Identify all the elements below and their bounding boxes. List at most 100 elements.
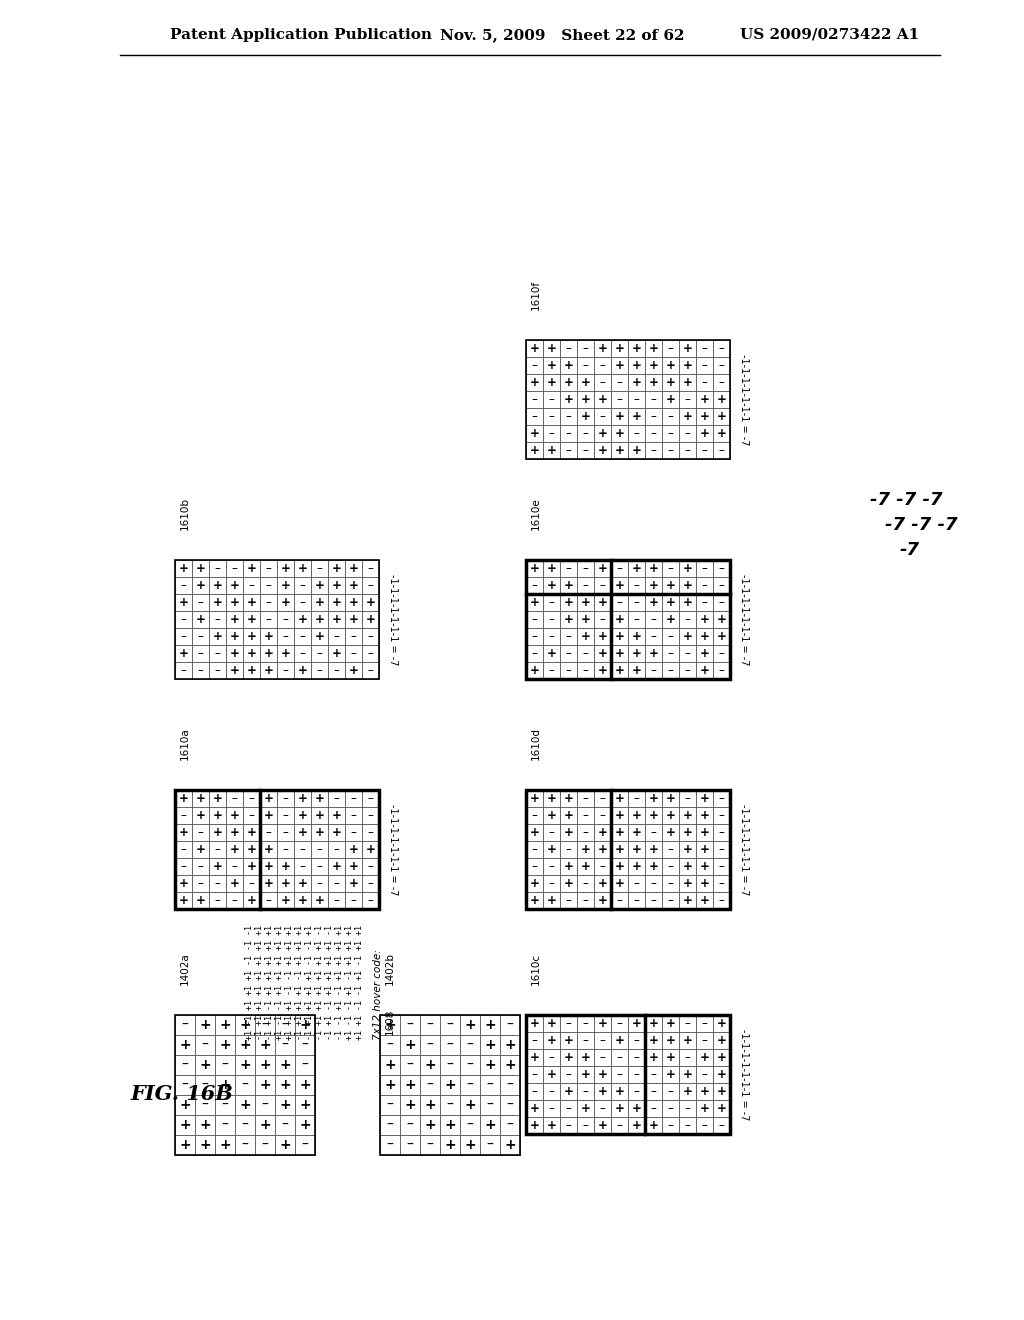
Text: –: – (427, 1078, 433, 1092)
Bar (328, 560, 345, 577)
Bar (380, 1015, 400, 1035)
Text: +: + (598, 647, 607, 660)
Text: –: – (334, 630, 339, 643)
Text: –: – (634, 579, 639, 591)
Text: +: + (683, 843, 692, 855)
Text: –: – (180, 843, 186, 855)
Text: –: – (467, 1118, 473, 1133)
Bar (260, 807, 278, 824)
Bar (594, 824, 611, 841)
Text: –: – (583, 1119, 589, 1133)
Text: +: + (547, 376, 556, 389)
Bar (679, 875, 696, 892)
Bar (243, 841, 260, 858)
Bar (662, 1117, 679, 1134)
Text: –: – (249, 792, 254, 805)
Bar (226, 560, 243, 577)
Bar (243, 560, 260, 577)
Text: +: + (464, 1098, 476, 1111)
Text: +: + (563, 612, 573, 626)
Text: +: + (547, 894, 556, 907)
Text: +: + (298, 894, 307, 907)
Bar (295, 1055, 315, 1074)
Text: –: – (300, 597, 305, 609)
Bar (696, 1117, 713, 1134)
Text: -7: -7 (900, 541, 920, 558)
Text: -1 +1 +1 +1 +1 +1 +1 +1: -1 +1 +1 +1 +1 +1 +1 +1 (255, 925, 264, 1040)
Bar (195, 1035, 215, 1055)
Text: +: + (614, 861, 625, 873)
Text: –: – (446, 1098, 454, 1111)
Text: +: + (281, 562, 291, 576)
Bar (645, 628, 662, 645)
Bar (460, 1135, 480, 1155)
Text: +: + (699, 426, 710, 440)
Bar (526, 892, 543, 909)
Text: +1 -1 -1 +1 -1 +1 +1 +1: +1 -1 -1 +1 -1 +1 +1 +1 (345, 925, 354, 1040)
Text: +: + (598, 1119, 607, 1133)
Bar (645, 1117, 662, 1134)
Bar (295, 1074, 315, 1096)
Text: +: + (229, 612, 240, 626)
Text: +: + (648, 792, 658, 805)
Text: Nov. 5, 2009   Sheet 22 of 62: Nov. 5, 2009 Sheet 22 of 62 (440, 28, 684, 42)
Bar (696, 442, 713, 459)
Text: –: – (634, 1034, 639, 1047)
Text: –: – (616, 376, 623, 389)
Text: –: – (600, 1051, 605, 1064)
Bar (440, 1135, 460, 1155)
Bar (628, 875, 645, 892)
Bar (696, 663, 713, 678)
Text: +: + (213, 826, 222, 840)
Bar (480, 1096, 500, 1115)
Bar (713, 841, 730, 858)
Bar (175, 858, 193, 875)
Text: –: – (668, 426, 674, 440)
Text: –: – (181, 1078, 188, 1092)
Bar (255, 1135, 275, 1155)
Bar (526, 628, 543, 645)
Bar (400, 1035, 420, 1055)
Bar (543, 1100, 560, 1117)
Text: –: – (531, 809, 538, 822)
Text: +: + (632, 630, 641, 643)
Bar (526, 341, 730, 459)
Text: –: – (600, 861, 605, 873)
Text: –: – (368, 876, 374, 890)
Bar (278, 789, 294, 807)
Bar (628, 374, 645, 391)
Text: +: + (632, 809, 641, 822)
Bar (380, 1135, 400, 1155)
Text: +: + (717, 426, 726, 440)
Text: +: + (314, 630, 325, 643)
Text: +: + (632, 1119, 641, 1133)
Bar (209, 892, 226, 909)
Text: +: + (229, 809, 240, 822)
Bar (480, 1115, 500, 1135)
Text: +: + (614, 579, 625, 591)
Bar (526, 875, 543, 892)
Text: –: – (616, 597, 623, 609)
Bar (328, 611, 345, 628)
Bar (526, 663, 543, 678)
Bar (243, 858, 260, 875)
Text: +: + (666, 597, 676, 609)
Text: +: + (263, 664, 273, 677)
Bar (234, 1055, 255, 1074)
Bar (243, 645, 260, 663)
Bar (594, 594, 611, 611)
Bar (193, 611, 209, 628)
Bar (500, 1035, 520, 1055)
Text: +: + (648, 843, 658, 855)
Text: 1610c: 1610c (531, 953, 541, 985)
Text: +: + (648, 597, 658, 609)
Bar (577, 858, 594, 875)
Bar (193, 789, 209, 807)
Text: +: + (196, 843, 206, 855)
Bar (645, 841, 662, 858)
Bar (577, 1100, 594, 1117)
Text: +: + (717, 1051, 726, 1064)
Bar (577, 341, 594, 356)
Text: +: + (484, 1038, 496, 1052)
Text: –: – (531, 1034, 538, 1047)
